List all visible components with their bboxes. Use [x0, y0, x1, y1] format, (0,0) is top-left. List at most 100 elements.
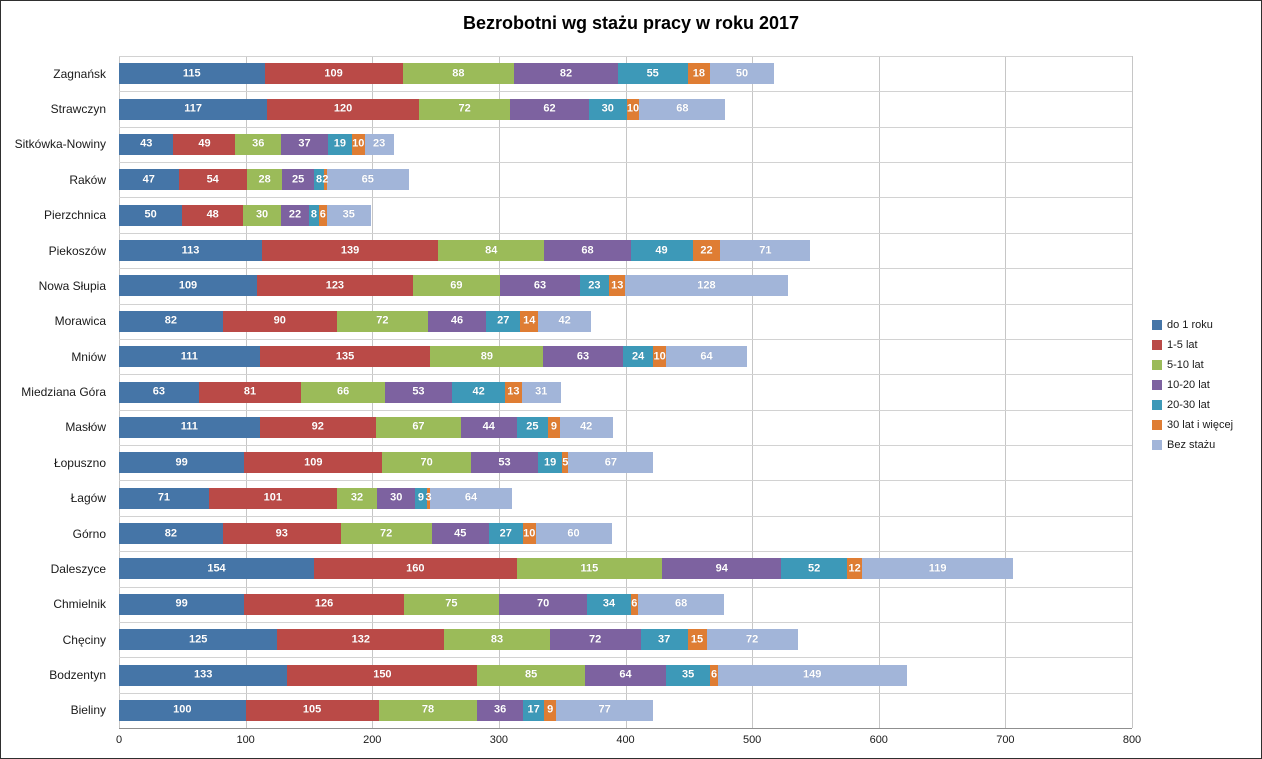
bar-segment: 44: [460, 416, 517, 438]
horizontal-gridline: [119, 338, 1132, 340]
y-axis-label: Piekoszów: [48, 243, 106, 258]
bar-segment: 50: [119, 204, 183, 226]
bar-segment: 109: [119, 275, 258, 297]
bar-segment: 46: [427, 310, 487, 332]
bar-segment-label: 63: [576, 350, 590, 363]
bar-segment: 13: [505, 381, 522, 403]
horizontal-gridline: [119, 480, 1132, 482]
bar-segment-label: 109: [324, 67, 343, 80]
bar-segment: 25: [282, 169, 314, 191]
bar-segment-label: 37: [657, 633, 671, 646]
bar-segment-label: 23: [588, 279, 601, 292]
bar-row: 47 54 28 25 8 2 65: [119, 162, 1132, 197]
x-axis-tick-label: 100: [236, 734, 255, 746]
bar-track: 109 123 69 63 23 13 128: [119, 275, 1132, 297]
bar-track: 47 54 28 25 8 2 65: [119, 169, 1132, 191]
legend-swatch-icon: [1152, 420, 1162, 430]
bar-segment: 64: [584, 664, 666, 686]
x-axis-tick-label: 800: [1122, 734, 1142, 746]
y-axis-label: Łopuszno: [53, 455, 106, 470]
bar-segment: 62: [510, 98, 589, 120]
bar-segment-label: 13: [507, 385, 520, 398]
bar-segment: 24: [622, 346, 654, 368]
horizontal-gridline: [119, 303, 1132, 305]
bar-segment-label: 6: [711, 668, 718, 681]
bar-segment-label: 65: [361, 173, 374, 186]
y-axis-label: Bieliny: [70, 703, 106, 718]
y-axis-label: Miedziana Góra: [21, 385, 106, 400]
bar-segment: 101: [208, 487, 337, 509]
bar-segment: 27: [486, 310, 521, 332]
bar-segment: 66: [301, 381, 385, 403]
bar-segment-label: 30: [601, 102, 614, 115]
bar-segment-label: 22: [288, 208, 302, 221]
bar-segment: 31: [521, 381, 561, 403]
y-axis-label: Zagnańsk: [53, 66, 106, 81]
bar-segment-label: 72: [588, 633, 602, 646]
legend-item: 30 lat i więcej: [1152, 419, 1233, 431]
bar-segment-label: 25: [292, 173, 305, 186]
bar-segment-label: 2: [322, 173, 329, 186]
bar-segment: 6: [710, 664, 718, 686]
bar-segment-label: 117: [184, 102, 202, 115]
bar-segment-label: 77: [598, 703, 611, 716]
legend-label: do 1 roku: [1167, 319, 1213, 331]
bar-segment: 99: [119, 452, 245, 474]
horizontal-gridline: [119, 126, 1132, 128]
bar-row: 113 139 84 68 49 22 71: [119, 233, 1132, 268]
bar-segment-label: 10: [626, 102, 640, 115]
bar-segment: 84: [438, 240, 545, 262]
bar-segment-label: 53: [498, 456, 511, 469]
vertical-gridline: [878, 56, 880, 728]
bar-segment-label: 9: [417, 491, 425, 504]
bar-segment: 22: [281, 204, 309, 226]
x-axis-tick-label: 700: [996, 734, 1015, 746]
bar-segment: 12: [847, 558, 863, 580]
bar-segment-label: 154: [207, 562, 226, 575]
bar-segment-label: 160: [406, 562, 425, 575]
bar-segment: 111: [119, 346, 260, 368]
bar-segment: 28: [246, 169, 283, 191]
bar-segment-label: 30: [255, 208, 269, 221]
bar-row: 111 92 67 44 25 9 42: [119, 410, 1132, 445]
horizontal-gridline: [119, 232, 1132, 234]
bar-segment-label: 89: [480, 350, 493, 363]
bar-segment-label: 100: [173, 703, 192, 716]
bar-segment-label: 111: [180, 350, 198, 363]
bar-segment: 82: [119, 310, 223, 332]
bar-segment-label: 63: [152, 385, 165, 398]
horizontal-gridline: [119, 268, 1132, 270]
bar-segment-label: 27: [497, 314, 510, 327]
bar-segment-label: 23: [373, 137, 386, 150]
bar-segment-label: 37: [298, 137, 311, 150]
bar-segment: 133: [119, 664, 288, 686]
bar-segment: 37: [281, 133, 328, 155]
bar-row: 100 105 78 36 17 9 77: [119, 693, 1132, 728]
legend-item: 1-5 lat: [1152, 339, 1233, 351]
bar-segment: 35: [666, 664, 711, 686]
bar-segment: 85: [477, 664, 585, 686]
bar-segment: 43: [119, 133, 174, 155]
bar-segment: 19: [538, 452, 563, 474]
y-axis-labels: Zagnańsk Strawczyn Sitkówka-Nowiny Raków Pie…: [1, 56, 113, 728]
bar-track: 82 93 72 45 27 10 60: [119, 523, 1132, 545]
bar-segment-label: 90: [273, 314, 286, 327]
y-axis-label: Chmielnik: [53, 597, 106, 612]
bar-segment: 72: [336, 310, 428, 332]
bar-track: 111 92 67 44 25 9 42: [119, 416, 1132, 438]
bar-segment: 71: [119, 487, 209, 509]
bar-segment-label: 50: [735, 67, 749, 80]
horizontal-gridline: [119, 586, 1132, 588]
bar-segment: 53: [384, 381, 452, 403]
bar-segment: 23: [364, 133, 394, 155]
bar-segment: 27: [488, 523, 523, 545]
bar-segment-label: 42: [558, 314, 571, 327]
bar-segment: 10: [626, 98, 640, 120]
bar-segment: 72: [706, 629, 798, 651]
bar-segment: 34: [587, 593, 631, 615]
x-axis-tick-label: 300: [489, 734, 509, 746]
bar-segment: 123: [257, 275, 413, 297]
bar-segment: 30: [588, 98, 627, 120]
bar-segment: 70: [498, 593, 588, 615]
bar-segment-label: 14: [523, 314, 536, 327]
